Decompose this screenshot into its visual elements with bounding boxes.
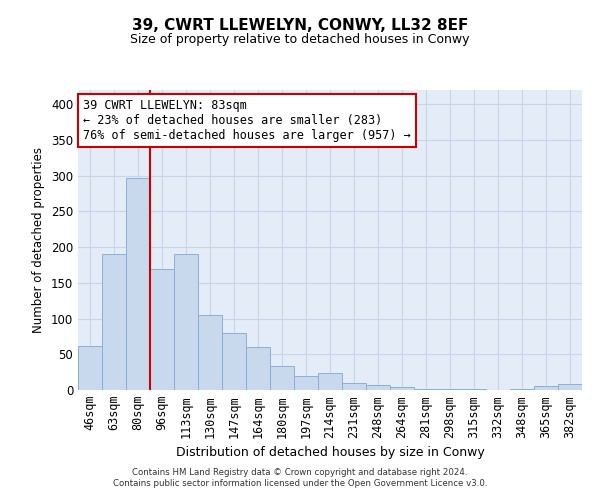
Bar bbox=[534, 386, 558, 390]
Bar bbox=[174, 254, 198, 390]
Bar bbox=[150, 268, 174, 390]
Bar bbox=[246, 347, 270, 390]
Bar bbox=[126, 178, 150, 390]
Bar bbox=[558, 384, 582, 390]
Bar bbox=[294, 376, 318, 390]
Bar bbox=[270, 366, 294, 390]
Bar bbox=[366, 385, 390, 390]
Bar bbox=[102, 254, 126, 390]
Bar bbox=[342, 383, 366, 390]
Bar bbox=[390, 387, 414, 390]
X-axis label: Distribution of detached houses by size in Conwy: Distribution of detached houses by size … bbox=[176, 446, 484, 459]
Bar bbox=[318, 373, 342, 390]
Y-axis label: Number of detached properties: Number of detached properties bbox=[32, 147, 46, 333]
Text: Size of property relative to detached houses in Conwy: Size of property relative to detached ho… bbox=[130, 32, 470, 46]
Bar bbox=[78, 346, 102, 390]
Bar bbox=[198, 315, 222, 390]
Text: 39, CWRT LLEWELYN, CONWY, LL32 8EF: 39, CWRT LLEWELYN, CONWY, LL32 8EF bbox=[132, 18, 468, 32]
Text: 39 CWRT LLEWELYN: 83sqm
← 23% of detached houses are smaller (283)
76% of semi-d: 39 CWRT LLEWELYN: 83sqm ← 23% of detache… bbox=[83, 99, 411, 142]
Bar bbox=[222, 333, 246, 390]
Bar bbox=[414, 388, 438, 390]
Text: Contains HM Land Registry data © Crown copyright and database right 2024.
Contai: Contains HM Land Registry data © Crown c… bbox=[113, 468, 487, 487]
